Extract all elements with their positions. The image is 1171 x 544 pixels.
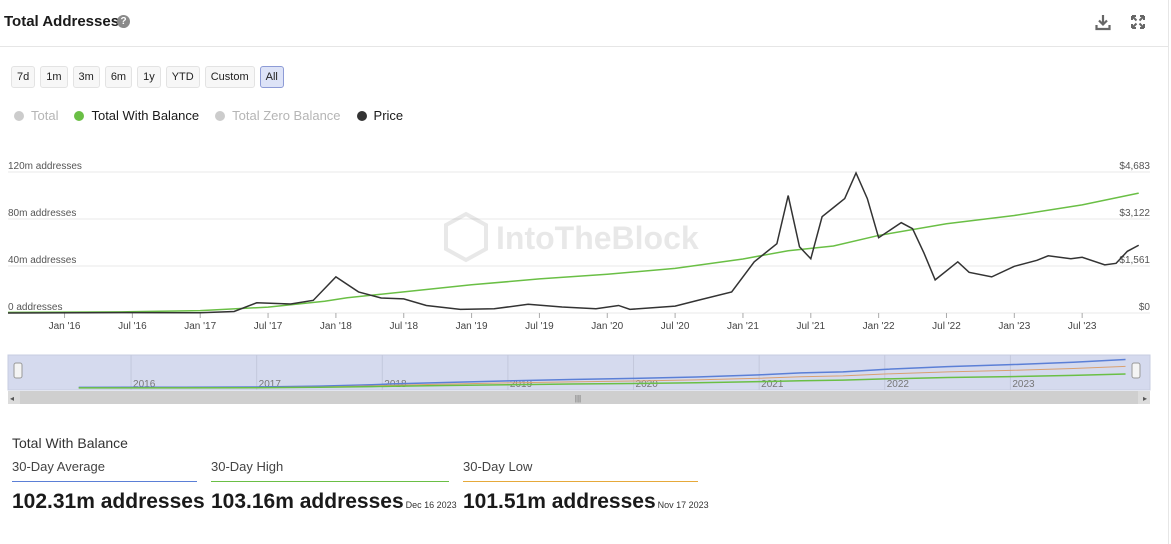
stat-value: 102.31m addresses bbox=[12, 490, 205, 513]
y-right-tick-label: $4,683 bbox=[1119, 161, 1150, 172]
legend-item-total-zero-balance[interactable]: Total Zero Balance bbox=[215, 108, 341, 123]
legend-label: Total bbox=[31, 108, 59, 123]
range-button-custom[interactable]: Custom bbox=[204, 66, 255, 88]
y-left-tick-label: 0 addresses bbox=[8, 302, 62, 313]
x-tick-label: Jul '19 bbox=[525, 321, 554, 332]
x-tick-label: Jan '16 bbox=[49, 321, 81, 332]
scrollbar[interactable]: ◂ ▸ ||| bbox=[8, 391, 1150, 404]
scroll-left-icon: ◂ bbox=[10, 394, 14, 403]
range-button-all[interactable]: All bbox=[259, 66, 284, 88]
range-button-1y[interactable]: 1y bbox=[137, 66, 161, 88]
y-right-tick-label: $3,122 bbox=[1119, 208, 1150, 219]
x-tick-label: Jan '22 bbox=[863, 321, 895, 332]
scroll-right-icon: ▸ bbox=[1143, 394, 1147, 403]
question-circle-icon[interactable]: ? bbox=[117, 15, 130, 28]
time-range-selector: 7d 1m 3m 6m 1y YTD Custom All bbox=[11, 66, 284, 88]
stat-underline bbox=[211, 481, 449, 482]
legend-label: Total Zero Balance bbox=[232, 108, 341, 123]
stat-30-day-average: 30-Day Average 102.31m addresses bbox=[12, 459, 205, 514]
x-tick-label: Jul '20 bbox=[661, 321, 690, 332]
navigator-year-label: 2021 bbox=[761, 379, 784, 390]
range-button-ytd[interactable]: YTD bbox=[165, 66, 200, 88]
stat-30-day-low: 30-Day Low 101.51m addresses Nov 17 2023 bbox=[463, 459, 709, 514]
navigator-with-balance-line bbox=[78, 373, 1126, 389]
x-tick-label: Jan '20 bbox=[591, 321, 623, 332]
stat-value: 101.51m addresses bbox=[463, 490, 656, 513]
navigator-handle[interactable] bbox=[1131, 362, 1141, 379]
chart-area: 0 addresses 40m addresses 80m addresses 120… bbox=[7, 161, 1151, 404]
legend-item-total[interactable]: Total bbox=[14, 108, 58, 123]
legend-dot-icon bbox=[215, 110, 226, 121]
range-button-3m[interactable]: 3m bbox=[72, 66, 100, 88]
chart-header: Total Addresses ? bbox=[0, 0, 1168, 47]
x-tick-label: Jul '22 bbox=[932, 321, 961, 332]
legend-item-total-with-balance[interactable]: Total With Balance bbox=[74, 108, 199, 123]
y-left-tick-label: 80m addresses bbox=[8, 208, 76, 219]
stat-date: Dec 16 2023 bbox=[405, 500, 457, 510]
legend-label: Price bbox=[373, 108, 404, 123]
x-tick-label: Jul '21 bbox=[796, 321, 825, 332]
download-icon[interactable] bbox=[1094, 13, 1112, 31]
legend-item-price[interactable]: Price bbox=[356, 108, 404, 123]
navigator-handle[interactable] bbox=[13, 362, 23, 379]
navigator-total-line bbox=[78, 358, 1126, 389]
navigator-year-label: 2016 bbox=[133, 379, 156, 390]
stat-label: 30-Day Average bbox=[12, 459, 105, 474]
scrollbar-thumb bbox=[20, 391, 1138, 404]
navigator-year-label: 2023 bbox=[1012, 379, 1035, 390]
navigator-year-label: 2020 bbox=[636, 379, 659, 390]
chart-legend: Total Total With Balance Total Zero Balanc… bbox=[14, 108, 403, 123]
stat-label: 30-Day High bbox=[211, 459, 284, 474]
x-tick-label: Jan '19 bbox=[456, 321, 488, 332]
watermark: IntoTheBlock bbox=[444, 211, 699, 263]
stat-30-day-high: 30-Day High 103.16m addresses Dec 16 2023 bbox=[211, 459, 457, 514]
x-tick-label: Jul '23 bbox=[1068, 321, 1097, 332]
x-tick-label: Jul '17 bbox=[254, 321, 283, 332]
scroll-grip-icon: ||| bbox=[575, 394, 581, 403]
x-tick-label: Jul '18 bbox=[389, 321, 418, 332]
x-tick-label: Jul '16 bbox=[118, 321, 147, 332]
y-left-tick-label: 120m addresses bbox=[8, 161, 82, 172]
stat-underline bbox=[463, 481, 698, 482]
expand-icon[interactable] bbox=[1129, 13, 1147, 31]
stat-date: Nov 17 2023 bbox=[657, 500, 709, 510]
stat-underline bbox=[12, 481, 197, 482]
range-button-1m[interactable]: 1m bbox=[40, 66, 68, 88]
stat-label: 30-Day Low bbox=[463, 459, 533, 474]
navigator: 2016 2017 2018 2019 2020 2021 2022 2023 bbox=[7, 354, 1151, 391]
legend-dot-icon bbox=[356, 110, 367, 121]
x-tick-label: Jan '23 bbox=[998, 321, 1030, 332]
x-tick-label: Jan '17 bbox=[184, 321, 216, 332]
watermark-text: IntoTheBlock bbox=[496, 220, 699, 256]
legend-dot-icon bbox=[74, 110, 85, 121]
navigator-year-label: 2022 bbox=[887, 379, 910, 390]
panel-border bbox=[1168, 0, 1169, 544]
x-tick-label: Jan '21 bbox=[727, 321, 759, 332]
y-left-tick-label: 40m addresses bbox=[8, 255, 76, 266]
y-right-tick-label: $0 bbox=[1139, 302, 1151, 313]
stat-value: 103.16m addresses bbox=[211, 490, 404, 513]
y-right-tick-label: $1,561 bbox=[1119, 255, 1150, 266]
range-button-7d[interactable]: 7d bbox=[11, 66, 36, 88]
stats-title: Total With Balance bbox=[12, 435, 128, 451]
navigator-year-label: 2017 bbox=[259, 379, 282, 390]
x-tick-label: Jan '18 bbox=[320, 321, 352, 332]
legend-label: Total With Balance bbox=[91, 108, 200, 123]
watermark-logo-icon bbox=[444, 211, 488, 263]
legend-dot-icon bbox=[14, 110, 24, 121]
range-button-6m[interactable]: 6m bbox=[104, 66, 133, 88]
page-title: Total Addresses bbox=[4, 13, 120, 30]
navigator-selection bbox=[7, 354, 1151, 391]
